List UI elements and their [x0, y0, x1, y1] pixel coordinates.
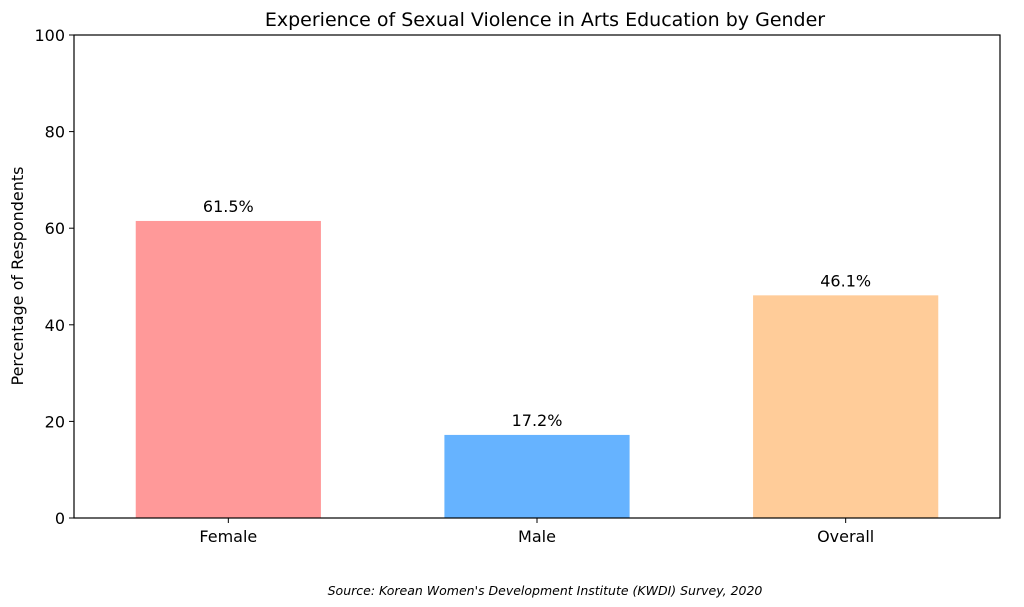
- chart-title: Experience of Sexual Violence in Arts Ed…: [265, 9, 825, 31]
- x-tick-label: Overall: [817, 527, 874, 546]
- y-tick-label: 100: [34, 26, 65, 45]
- plot-frame: [73, 34, 1001, 519]
- y-tick-label: 60: [45, 219, 65, 238]
- y-axis-label: Percentage of Respondents: [8, 166, 27, 385]
- plot-area: 61.5% Female 17.2% Male 46.1% Overall 0 20 40 60 8…: [34, 26, 1001, 546]
- bar-overall: [753, 295, 939, 518]
- y-tick-label: 40: [45, 316, 65, 335]
- y-tick-label: 80: [45, 123, 65, 142]
- x-tick-label: Male: [518, 527, 556, 546]
- y-tick-label: 20: [45, 412, 65, 431]
- x-tick-label: Female: [199, 527, 257, 546]
- data-label-female: 61.5%: [203, 197, 254, 216]
- y-tick-label: 0: [55, 509, 65, 528]
- data-label-overall: 46.1%: [820, 271, 871, 290]
- bar-male: [444, 434, 630, 518]
- data-label-male: 17.2%: [512, 411, 563, 430]
- source-note: Source: Korean Women's Development Insti…: [328, 583, 763, 598]
- bar-female: [135, 220, 321, 518]
